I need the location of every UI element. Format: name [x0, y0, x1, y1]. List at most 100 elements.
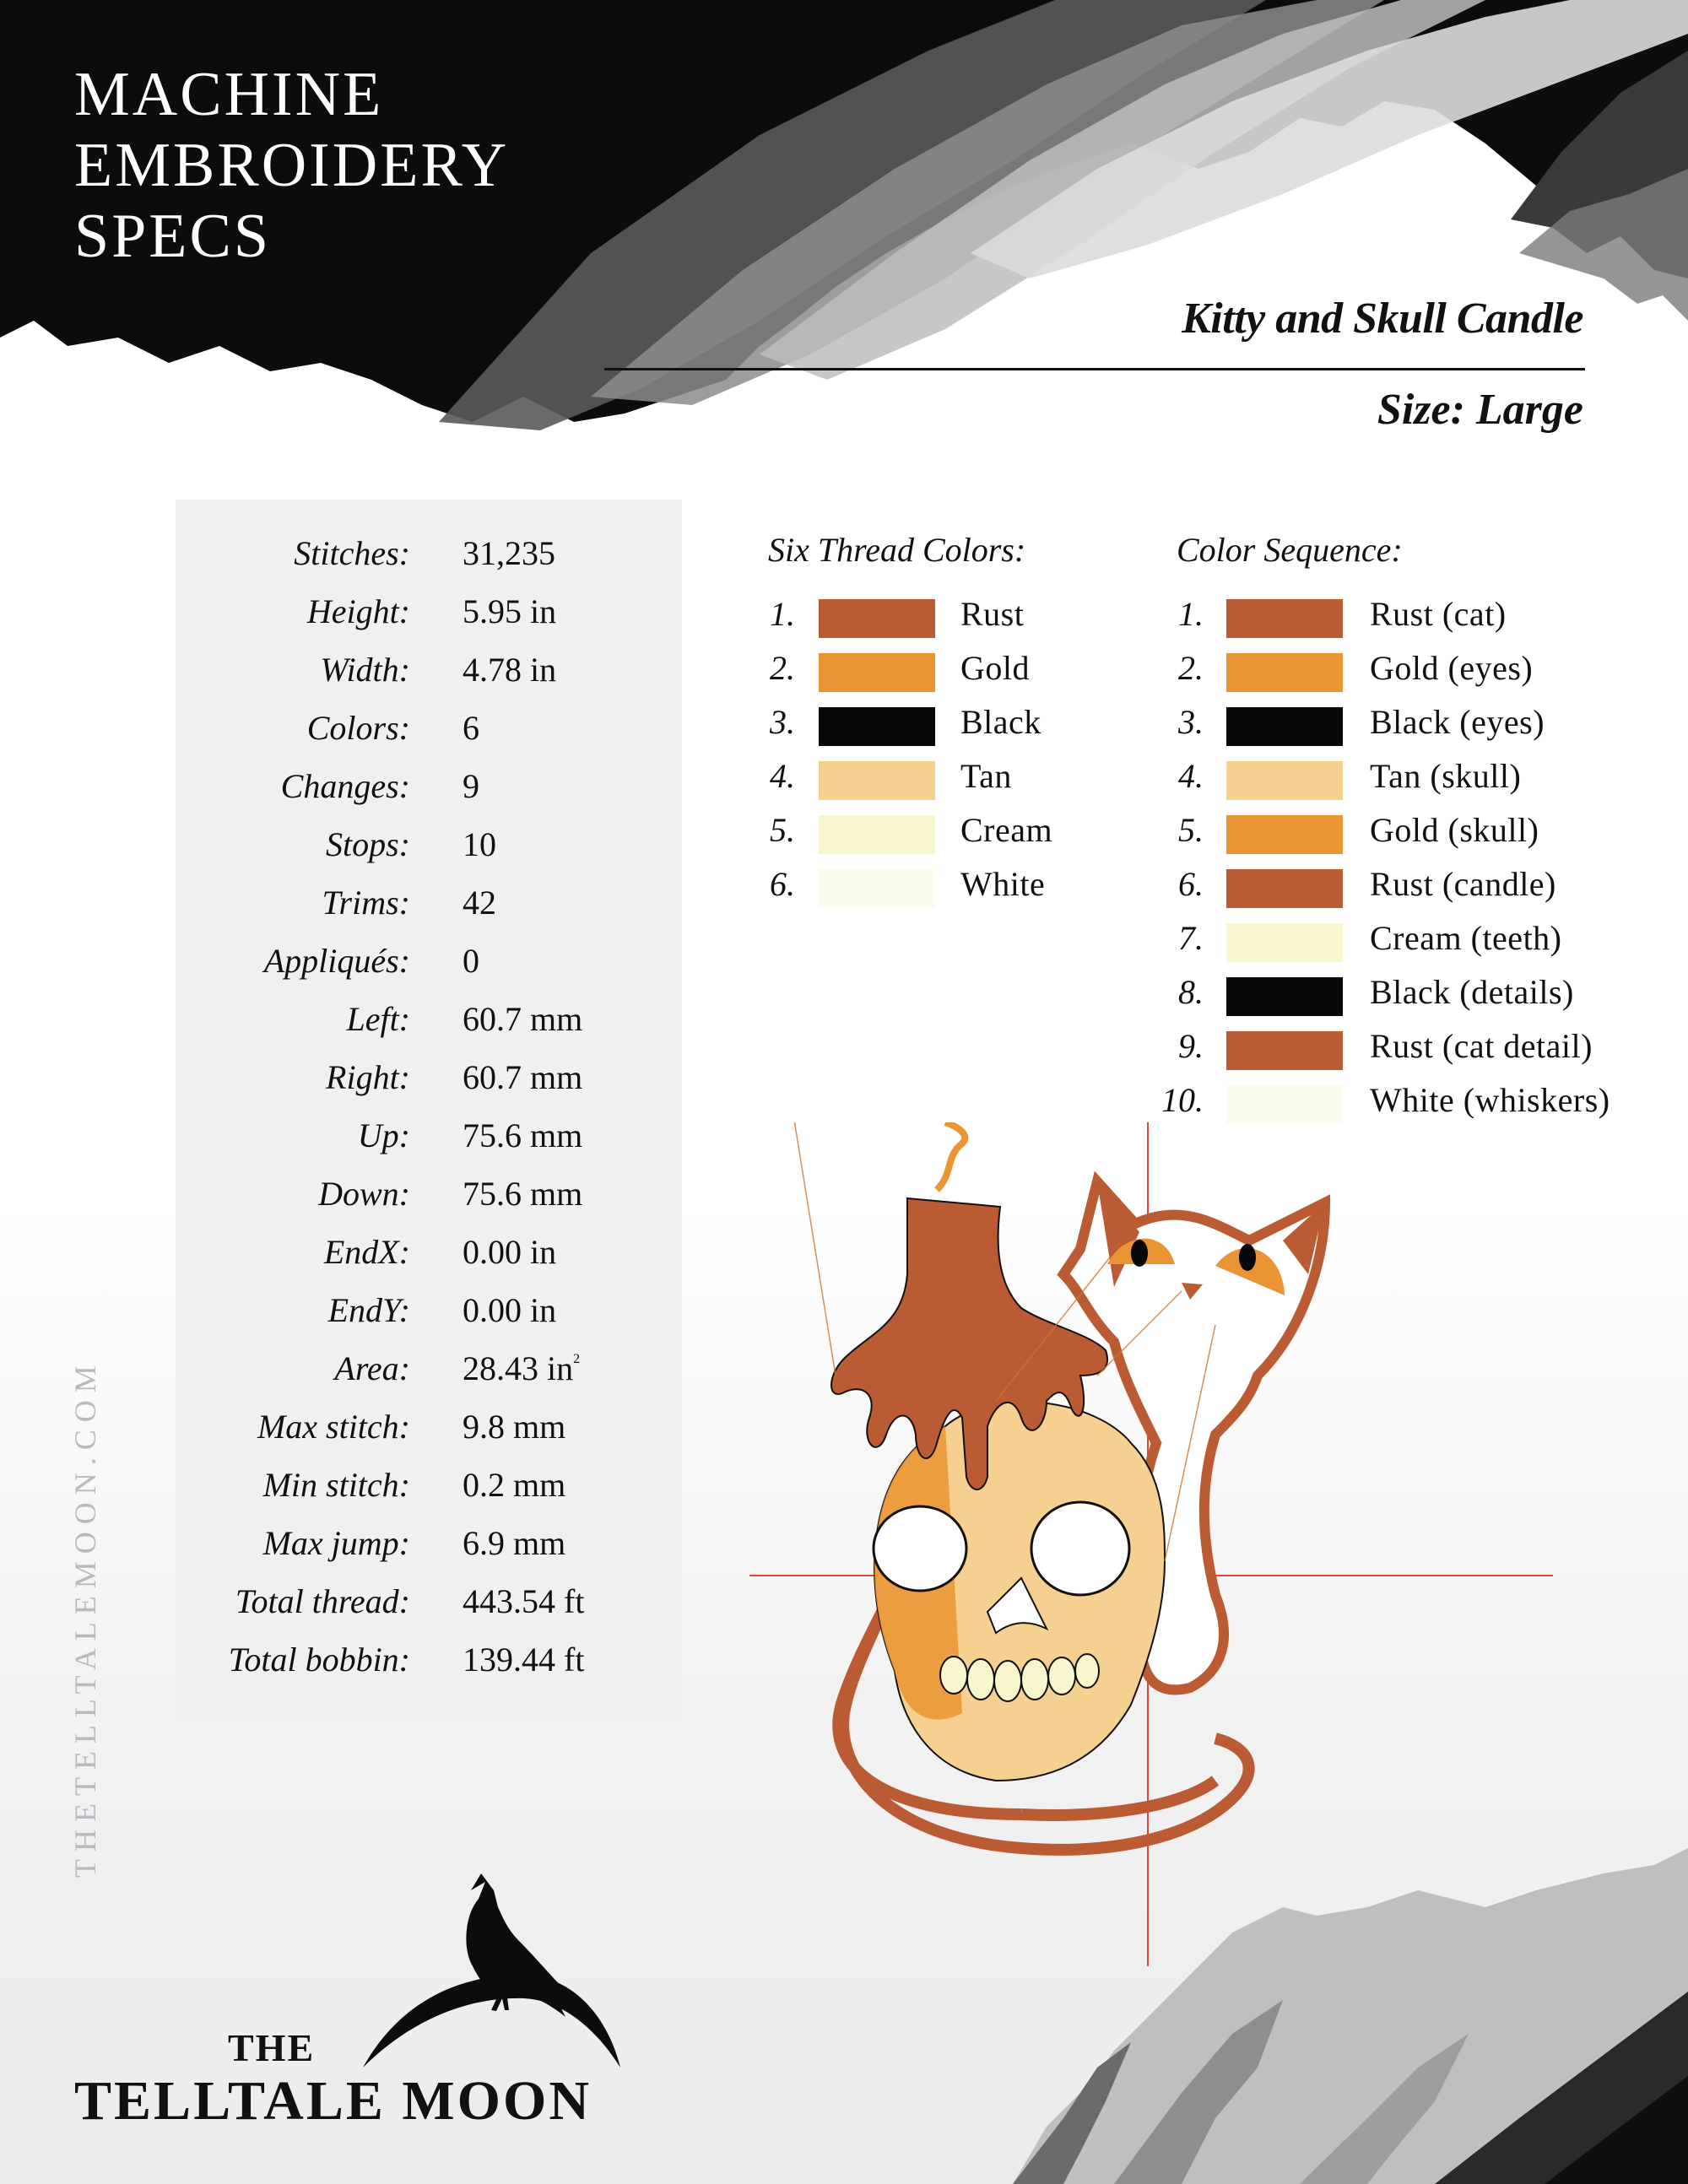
header-divider — [604, 368, 1585, 370]
spec-label: Total thread: — [235, 1582, 410, 1620]
candle-flame — [934, 1122, 969, 1192]
spec-label: Appliqués: — [263, 942, 410, 980]
spec-value: 0 — [463, 942, 479, 980]
spec-value: 10 — [463, 825, 496, 863]
sequence-item: 8. Black (details) — [1161, 972, 1668, 1016]
color-swatch — [1226, 815, 1343, 854]
spec-label: Total bobbin: — [228, 1641, 410, 1679]
item-number: 8. — [1178, 973, 1204, 1011]
color-swatch — [1226, 1031, 1343, 1070]
specs-panel: Stitches: 31,235 Height: 5.95 in Width: 4.7… — [176, 500, 682, 1722]
spec-value: 31,235 — [463, 534, 555, 572]
color-name: Rust (cat detail) — [1370, 1027, 1593, 1065]
spec-label: Trims: — [322, 884, 411, 922]
color-name: Cream (teeth) — [1370, 919, 1562, 957]
thread-color-item: 1. Rust — [753, 594, 1107, 638]
spec-row-up: Up: 75.6 mm — [176, 1116, 682, 1166]
color-name: Gold (skull) — [1370, 811, 1539, 849]
spec-row-width: Width: 4.78 in — [176, 650, 682, 700]
thread-color-item: 6. White — [753, 864, 1107, 908]
sequence-item: 6. Rust (candle) — [1161, 864, 1668, 908]
color-swatch — [819, 653, 935, 692]
item-number: 2. — [1178, 649, 1204, 687]
color-name: Rust (candle) — [1370, 865, 1556, 903]
color-sequence-heading: Color Sequence: — [1177, 531, 1403, 569]
thread-colors-heading: Six Thread Colors: — [768, 531, 1026, 569]
embroidery-preview-illustration — [749, 1122, 1553, 1966]
spec-label: Colors: — [306, 709, 410, 747]
spec-row-stops: Stops: 10 — [176, 824, 682, 875]
spec-row-endy: EndY: 0.00 in — [176, 1290, 682, 1341]
color-swatch — [1226, 653, 1343, 692]
color-name: White — [960, 865, 1046, 903]
title-line-3: Specs — [74, 202, 272, 271]
color-swatch — [1226, 707, 1343, 746]
sequence-item: 5. Gold (skull) — [1161, 810, 1668, 854]
spec-value: 28.43 in2 — [463, 1349, 580, 1388]
spec-value: 75.6 mm — [463, 1175, 583, 1213]
color-name: Black (details) — [1370, 973, 1574, 1011]
cat-outline — [1057, 1170, 1331, 1695]
spec-row-down: Down: 75.6 mm — [176, 1174, 682, 1224]
spec-row-endx: EndX: 0.00 in — [176, 1232, 682, 1283]
spec-row-height: Height: 5.95 in — [176, 592, 682, 642]
design-name: Kitty and Skull Candle — [1182, 295, 1583, 343]
spec-value: 6.9 mm — [463, 1524, 566, 1562]
candle-wax — [830, 1197, 1108, 1490]
size-label: Size: Large — [1377, 386, 1583, 434]
item-number: 5. — [1178, 811, 1204, 849]
spec-row-left: Left: 60.7 mm — [176, 999, 682, 1050]
item-number: 2. — [770, 649, 795, 687]
color-name: Tan — [960, 757, 1012, 795]
logo-wordmark-telltale-moon: TELLTALE MOON — [74, 2070, 592, 2132]
spec-value: 4.78 in — [463, 651, 557, 689]
spec-label: Max jump: — [262, 1524, 410, 1562]
brush-stroke-header-background — [0, 0, 1688, 430]
color-name: Rust — [960, 595, 1025, 633]
item-number: 5. — [770, 811, 795, 849]
thread-color-item: 5. Cream — [753, 810, 1107, 854]
color-swatch — [1226, 869, 1343, 908]
spec-row-max-jump: Max jump: 6.9 mm — [176, 1523, 682, 1574]
sequence-item: 3. Black (eyes) — [1161, 702, 1668, 746]
thread-colors-list: 1. Rust 2. Gold 3. Black 4. Tan 5. Cream 6. Wh… — [753, 594, 1107, 932]
item-number: 3. — [1178, 703, 1204, 741]
skull-eye-right — [1030, 1500, 1131, 1597]
item-number: 4. — [770, 757, 795, 795]
item-number: 10. — [1161, 1081, 1204, 1119]
title-line-1: Machine — [74, 60, 384, 129]
brush-stroke-footer-background — [1013, 1848, 1688, 2184]
cat-tail — [832, 1560, 1255, 1856]
color-name: Rust (cat) — [1370, 595, 1507, 633]
spec-label: EndY: — [327, 1291, 410, 1329]
sequence-item: 9. Rust (cat detail) — [1161, 1026, 1668, 1070]
item-number: 6. — [770, 865, 795, 903]
spec-row-area: Area: 28.43 in2 — [176, 1349, 682, 1399]
item-number: 9. — [1178, 1027, 1204, 1065]
spec-value: 5.95 in — [463, 592, 557, 630]
spec-row-total-thread: Total thread: 443.54 ft — [176, 1581, 682, 1632]
spec-label: EndX: — [323, 1233, 410, 1271]
spec-label: Min stitch: — [262, 1466, 410, 1504]
sequence-item: 7. Cream (teeth) — [1161, 918, 1668, 962]
spec-row-min-stitch: Min stitch: 0.2 mm — [176, 1465, 682, 1516]
item-number: 6. — [1178, 865, 1204, 903]
thread-color-item: 2. Gold — [753, 648, 1107, 692]
spec-value: 0.2 mm — [463, 1466, 566, 1504]
spec-row-colors: Colors: 6 — [176, 708, 682, 759]
spec-label: Left: — [346, 1000, 410, 1038]
thread-color-item: 4. Tan — [753, 756, 1107, 800]
sequence-item: 1. Rust (cat) — [1161, 594, 1668, 638]
spec-value: 60.7 mm — [463, 1058, 583, 1096]
skull-teeth — [939, 1653, 1100, 1702]
color-name: Gold (eyes) — [1370, 649, 1534, 687]
color-name: Tan (skull) — [1370, 757, 1522, 795]
sequence-item: 10. White (whiskers) — [1161, 1080, 1668, 1124]
area-unit-exponent: 2 — [573, 1352, 581, 1366]
page-title: Machine Embroidery Specs — [74, 59, 509, 272]
spec-value: 42 — [463, 884, 496, 922]
spec-label: Stops: — [326, 825, 410, 863]
spec-label: Height: — [306, 592, 410, 630]
spec-row-trims: Trims: 42 — [176, 883, 682, 933]
color-sequence-list: 1. Rust (cat) 2. Gold (eyes) 3. Black (eyes… — [1161, 594, 1668, 1134]
